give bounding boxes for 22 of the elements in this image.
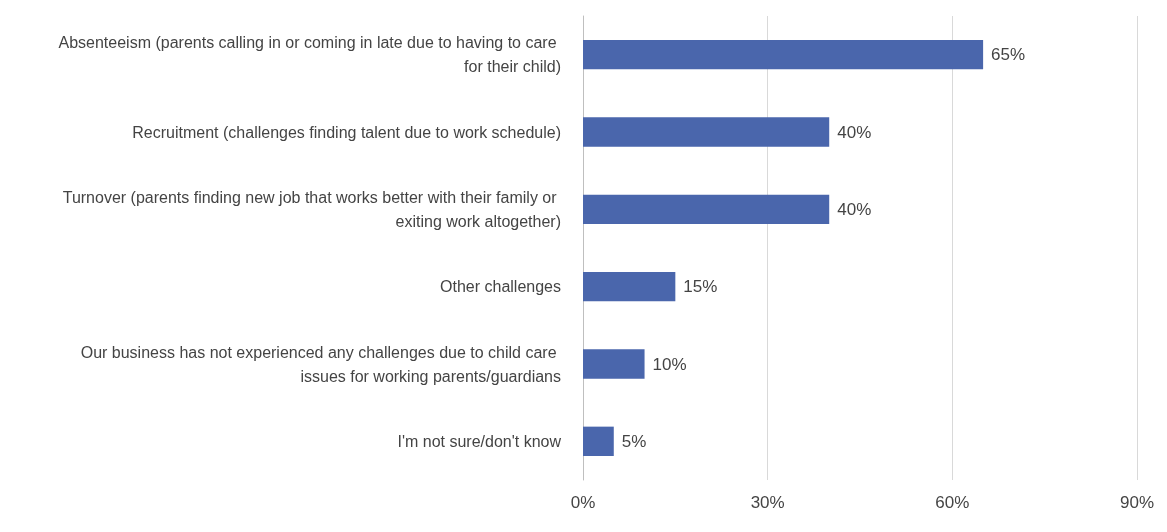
data-label: 40% [837, 199, 872, 219]
y-tick-label: I'm not sure/don't know [397, 432, 562, 450]
bar [583, 39, 984, 70]
x-tick-label: 30% [750, 493, 785, 512]
x-tick-label: 0% [570, 493, 596, 512]
y-tick-label: Our business has not experienced any challenges due to child care issues for working parents/guardians [80, 343, 561, 385]
y-tick-label: Absenteeism (parents calling in or coming in late due to having to care for their child) [58, 34, 561, 76]
data-label: 15% [683, 277, 718, 297]
bar [583, 349, 645, 379]
bar [583, 194, 830, 225]
data-label: 65% [991, 45, 1026, 65]
x-tick-label: 60% [935, 493, 970, 512]
data-label: 40% [837, 122, 872, 142]
data-label: 10% [652, 354, 687, 374]
y-tick-label: Turnover (parents finding new job that works better with their family or exiting work altogether) [62, 188, 561, 230]
data-label: 5% [621, 431, 647, 451]
bar [583, 117, 830, 147]
bar [583, 271, 676, 302]
y-tick-label: Other challenges [440, 278, 561, 296]
x-tick-label: 90% [1119, 493, 1155, 512]
bar [583, 426, 614, 457]
y-tick-label: Recruitment (challenges finding talent due to work schedule) [132, 123, 561, 141]
